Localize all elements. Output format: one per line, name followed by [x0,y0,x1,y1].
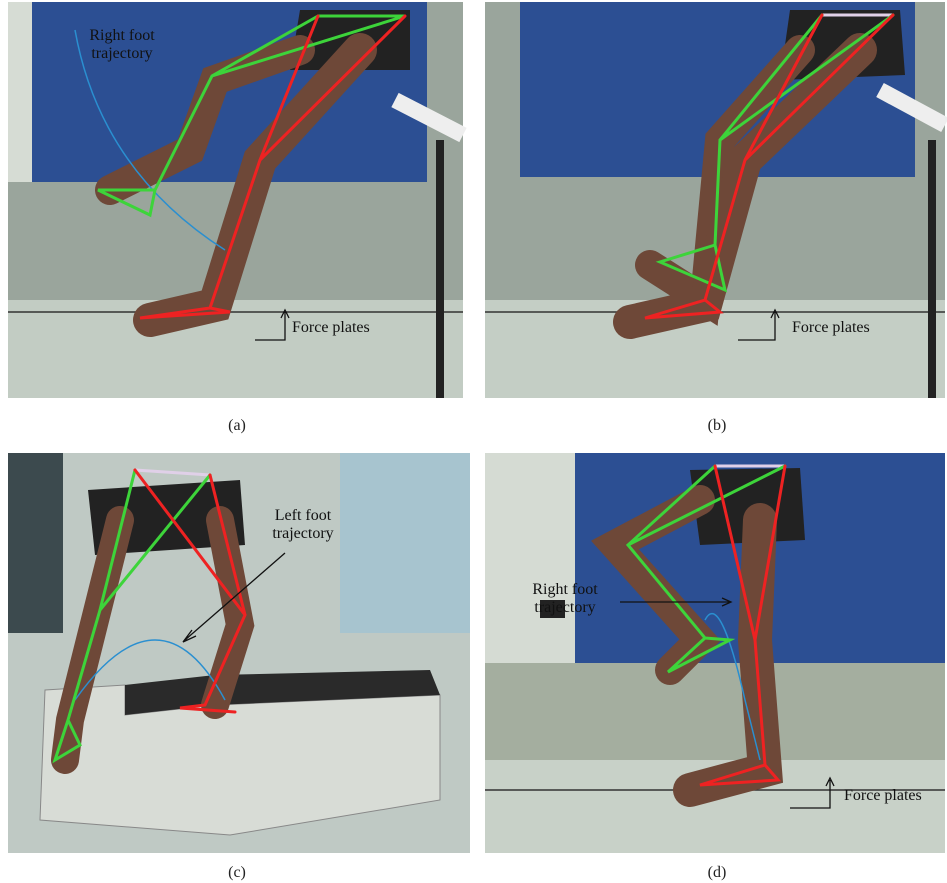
caption: (b) [708,417,727,434]
handrail [391,92,467,143]
skeleton [644,13,895,320]
skeleton [52,468,212,764]
arrow [738,308,780,341]
annotation: Left foot trajectory [272,507,333,542]
handrail [876,82,947,133]
wall-left [485,453,575,663]
door [8,453,63,633]
caption: (c) [228,864,246,881]
arrow [620,597,733,607]
floor [8,300,463,398]
wall-edge [8,2,32,182]
socket [540,600,565,618]
skeleton [139,14,407,320]
annotation: Force plates [792,319,870,336]
panel-d: Right foot trajectory Force plates (d) [485,453,945,881]
arrow [790,776,835,809]
caption: (a) [228,417,246,434]
annotation: Force plates [292,319,370,336]
skeleton [625,464,787,674]
arrow [182,552,286,643]
skeleton [699,464,787,787]
arrow [255,308,290,341]
trajectory [704,613,761,761]
window [340,453,470,633]
skeleton [133,468,247,714]
panel-c: Left foot trajectory (c) [8,453,470,881]
leg [95,35,315,205]
panel-b: Force plates (b) [485,2,947,434]
trajectory [74,29,226,251]
skeleton [655,13,895,293]
annotation: Right foot trajectory [532,581,598,616]
skeleton [134,468,211,477]
panel-a: Right foot trajectory Force plates (a) [8,2,467,434]
annotation: Force plates [844,787,922,804]
caption: (d) [708,864,727,881]
annotation: Right foot trajectory [89,27,155,62]
trajectory [74,639,226,701]
